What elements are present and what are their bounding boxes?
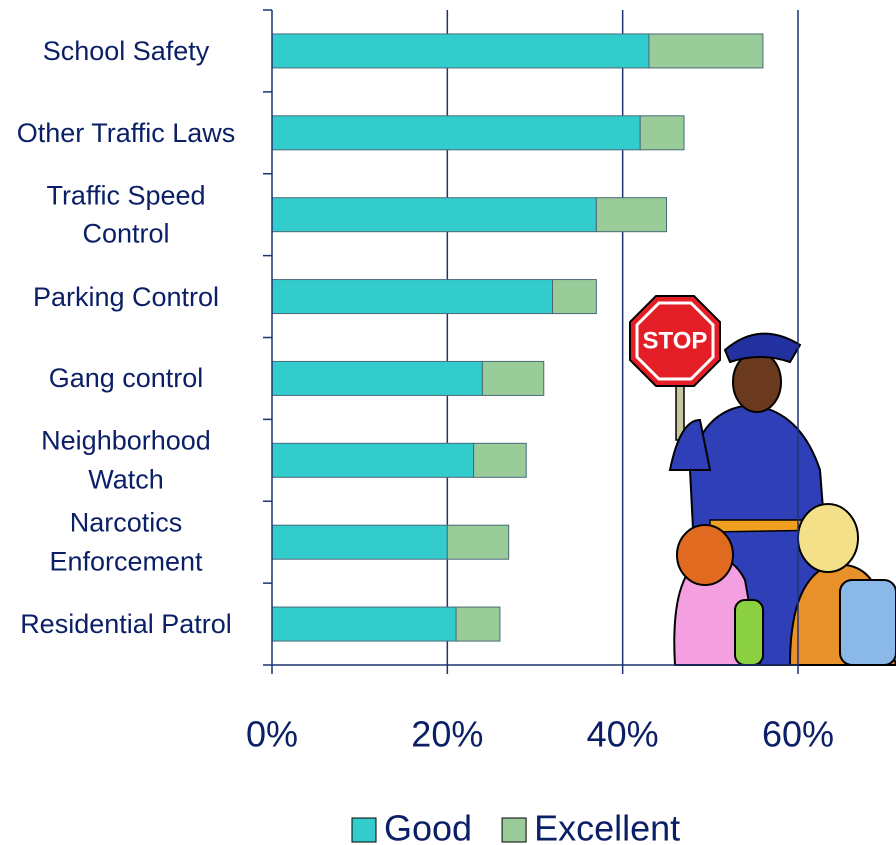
bar-segment: [272, 443, 474, 477]
bar-segment: [272, 198, 596, 232]
bar-segment: [596, 198, 666, 232]
guard-face: [733, 352, 781, 412]
legend: Good Excellent: [352, 808, 680, 845]
girl-bag: [735, 600, 763, 665]
y-tick-label: Other Traffic Laws: [8, 114, 244, 152]
boy-hair: [798, 504, 858, 572]
stop-sign-text: STOP: [643, 327, 708, 354]
girl-hair: [677, 525, 733, 585]
x-tick-label: 40%: [587, 714, 659, 755]
bar-segment: [640, 116, 684, 150]
legend-swatch: [502, 818, 526, 842]
y-tick-label: Parking Control: [8, 277, 244, 315]
legend-label: Good: [384, 808, 472, 845]
y-tick-label: Narcotics Enforcement: [8, 504, 244, 581]
y-tick-label: Residential Patrol: [8, 605, 244, 643]
boy-bag: [840, 580, 896, 665]
bar-segment: [482, 361, 543, 395]
bar-segment: [456, 607, 500, 641]
bar-segment: [649, 34, 763, 68]
bar-segment: [447, 525, 508, 559]
x-tick-label: 20%: [411, 714, 483, 755]
x-tick-label: 60%: [762, 714, 834, 755]
legend-label: Excellent: [534, 808, 680, 845]
x-tick-label: 0%: [246, 714, 298, 755]
y-tick-label: Gang control: [8, 359, 244, 397]
bar-segment: [272, 280, 553, 314]
bar-segment: [272, 34, 649, 68]
page: STOP 0% 20% 40% 60% Good Excellent School Saf…: [0, 0, 896, 845]
bar-segment: [272, 116, 640, 150]
bar-segment: [474, 443, 527, 477]
bar-segment: [553, 280, 597, 314]
y-tick-label: School Safety: [8, 32, 244, 70]
legend-swatch: [352, 818, 376, 842]
bar-segment: [272, 361, 482, 395]
y-tick-label: Neighborhood Watch: [8, 422, 244, 499]
bar-segment: [272, 525, 447, 559]
y-tick-label: Traffic Speed Control: [8, 176, 244, 253]
bar-segment: [272, 607, 456, 641]
illustration: STOP: [630, 296, 896, 665]
guard-cap: [725, 334, 800, 362]
